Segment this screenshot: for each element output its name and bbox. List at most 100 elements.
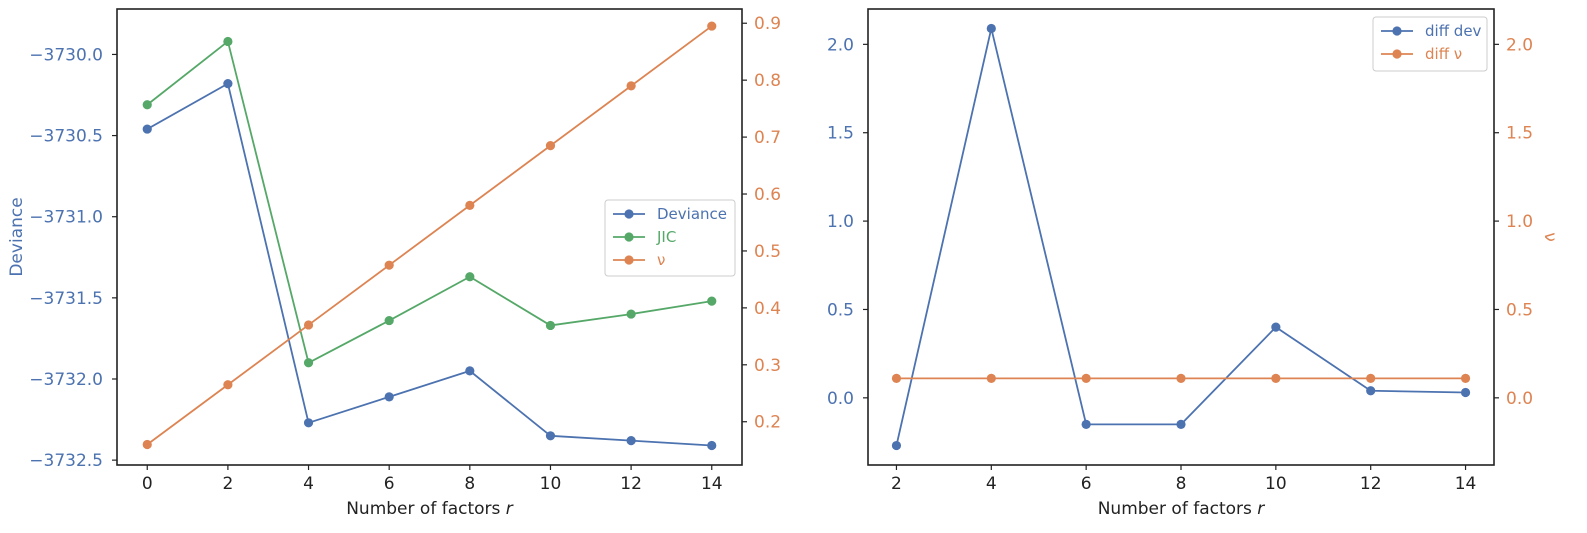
series-point (465, 366, 475, 376)
series-point (1366, 386, 1376, 396)
y-right-tick-label: 0.7 (754, 128, 781, 148)
x-tick-label: 0 (142, 474, 153, 494)
x-tick-label: 14 (701, 474, 723, 494)
y-right-tick-label: 0.5 (754, 242, 781, 262)
x-tick-label: 2 (222, 474, 233, 494)
y-left-tick-label: 0.5 (827, 300, 854, 320)
series-point (465, 272, 475, 282)
series-point (1271, 322, 1281, 332)
series-point (142, 439, 152, 450)
x-tick-label: 8 (464, 474, 475, 494)
legend-marker (624, 255, 634, 265)
series-point (223, 79, 233, 89)
series-point (303, 418, 314, 428)
x-axis-label: Number of factors r (1098, 499, 1266, 519)
x-tick-label: 4 (986, 474, 997, 494)
legend-frame (604, 199, 736, 277)
chart-panel-1: 0 2 4 6 8 10 12 14 −3730.0 −3730.5 −3731.0 −3731.5 −… (7, 8, 781, 519)
series-point (545, 320, 556, 331)
legend-label: JIC (656, 228, 676, 246)
y-axis-label-right: ν (1540, 232, 1560, 242)
y-right-tick-label: 0.0 (1506, 389, 1533, 409)
legend-label: diff ν (1425, 45, 1462, 63)
series-2 (142, 21, 717, 450)
y-left-tick-label: 1.5 (827, 124, 854, 144)
x-tick-label: 4 (303, 474, 314, 494)
series-1 (891, 373, 1471, 383)
y-left-tick-label: −3731.5 (29, 289, 103, 309)
y-right-tick-label: 0.2 (754, 413, 781, 433)
y-left-tick-label: −3732.0 (29, 370, 103, 390)
series-point (707, 21, 717, 31)
legend-marker (624, 209, 634, 219)
series-point (1460, 373, 1471, 383)
series-point (384, 260, 394, 270)
series-0 (891, 23, 1471, 451)
plot-frame (867, 8, 1495, 466)
series-line (146, 40, 712, 364)
series-point (1271, 373, 1281, 383)
y-left-tick-label: −3730.0 (29, 45, 103, 65)
series-point (986, 373, 996, 383)
series-line (146, 25, 713, 446)
legend-label: diff dev (1425, 22, 1482, 40)
x-tick-label: 8 (1176, 474, 1187, 494)
series-point (891, 373, 902, 383)
y-right-tick-label: 2.0 (1506, 35, 1533, 55)
y-left-tick-label: −3732.5 (29, 451, 103, 471)
y-right-tick-label: 1.0 (1506, 212, 1533, 232)
y-right-tick-label: 1.5 (1506, 124, 1533, 144)
y-left-tick-label: 2.0 (827, 35, 854, 55)
y-left-tick-label: 1.0 (827, 212, 854, 232)
series-point (1081, 419, 1091, 429)
x-tick-label: 12 (1360, 474, 1382, 494)
series-point (1176, 373, 1186, 383)
series-point (384, 315, 394, 326)
series-point (545, 141, 556, 151)
x-tick-label: 6 (384, 474, 395, 494)
series-point (1176, 419, 1186, 429)
x-axis-label: Number of factors r (346, 499, 514, 519)
y-right-tick-label: 0.8 (754, 71, 781, 91)
legend: diff dev diff ν (1372, 16, 1488, 72)
x-tick-label: 2 (891, 474, 902, 494)
y-left-tick-label: −3731.0 (29, 208, 103, 228)
series-point (986, 23, 996, 34)
legend-label: ν (657, 251, 665, 269)
chart-panel-2: 2 4 6 8 10 12 14 0.0 0.5 1.0 1.5 2.0 0.0 0.5 1.0 1.5 2.0… (827, 8, 1560, 519)
x-tick-label: 10 (1265, 474, 1287, 494)
x-tick-label: 10 (540, 474, 562, 494)
y-right-tick-label: 0.9 (754, 14, 781, 34)
series-line (146, 82, 712, 447)
series-point (626, 81, 636, 91)
series-point (1366, 373, 1376, 383)
y-left-tick-label: −3730.5 (29, 127, 103, 147)
series-0 (142, 79, 717, 451)
y-right-tick-label: 0.3 (754, 356, 781, 376)
series-point (707, 296, 717, 306)
y-left-tick-label: 0.0 (827, 389, 854, 409)
series-point (626, 309, 636, 319)
series-point (707, 440, 717, 451)
series-1 (142, 36, 717, 368)
series-point (1081, 373, 1091, 383)
y-axis-label-left: Deviance (7, 197, 27, 276)
y-right-tick-label: 0.4 (754, 299, 781, 319)
series-point (142, 100, 152, 110)
y-right-tick-label: 0.5 (1506, 300, 1533, 320)
legend-marker (1392, 26, 1402, 36)
x-tick-label: 6 (1081, 474, 1092, 494)
x-tick-label: 14 (1455, 474, 1477, 494)
series-point (303, 320, 314, 330)
series-point (626, 436, 636, 446)
legend: Deviance JIC ν (604, 199, 736, 277)
legend-marker (1392, 49, 1402, 59)
plot-frame (116, 8, 743, 466)
series-point (303, 358, 314, 368)
y-right-tick-label: 0.6 (754, 185, 781, 205)
legend-label: Deviance (657, 205, 727, 223)
series-point (1460, 387, 1471, 398)
series-point (384, 392, 394, 402)
series-point (465, 200, 475, 211)
